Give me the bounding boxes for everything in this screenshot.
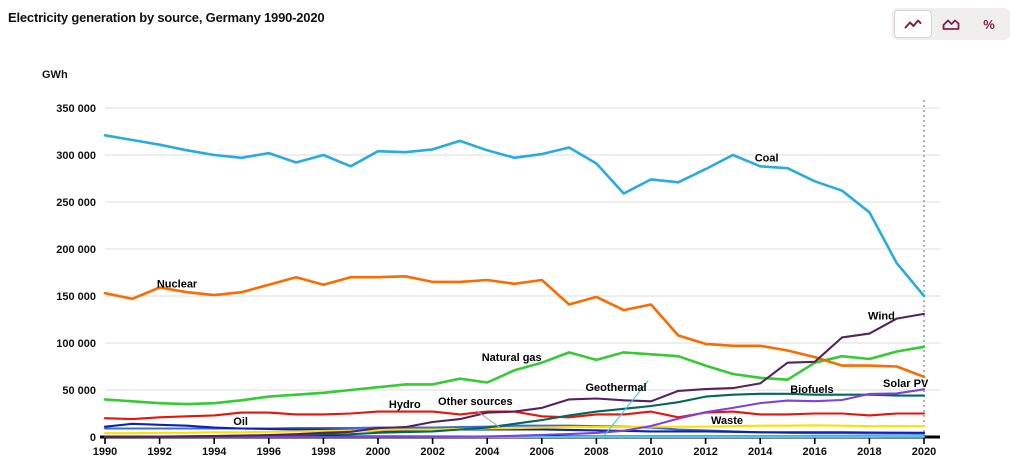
svg-text:0: 0 [90, 432, 96, 444]
svg-text:1992: 1992 [147, 446, 171, 458]
line-chart-icon [904, 17, 922, 31]
svg-text:Natural gas: Natural gas [482, 352, 542, 364]
svg-text:Coal: Coal [755, 153, 779, 165]
svg-text:2008: 2008 [584, 446, 608, 458]
svg-text:350 000: 350 000 [56, 103, 96, 115]
svg-text:1996: 1996 [257, 446, 281, 458]
svg-text:2016: 2016 [803, 446, 827, 458]
svg-text:Oil: Oil [233, 416, 248, 428]
svg-text:Biofuels: Biofuels [790, 384, 833, 396]
page-title: Electricity generation by source, German… [8, 10, 325, 25]
svg-text:Wind: Wind [868, 311, 895, 323]
svg-text:2004: 2004 [475, 446, 500, 458]
svg-text:Other sources: Other sources [438, 396, 513, 408]
area-chart-toggle-button[interactable] [932, 10, 970, 38]
percent-toggle-button[interactable]: % [970, 10, 1008, 38]
svg-text:300 000: 300 000 [56, 150, 96, 162]
svg-text:Solar PV: Solar PV [883, 378, 929, 390]
svg-text:Hydro: Hydro [389, 399, 421, 411]
svg-text:50 000: 50 000 [62, 385, 96, 397]
svg-text:1998: 1998 [311, 446, 335, 458]
line-chart-toggle-button[interactable] [894, 10, 932, 38]
svg-text:Waste: Waste [711, 415, 743, 427]
svg-text:Geothermal: Geothermal [585, 382, 646, 394]
svg-text:2020: 2020 [912, 446, 936, 458]
svg-text:100 000: 100 000 [56, 338, 96, 350]
percent-icon: % [983, 16, 995, 32]
svg-text:Nuclear: Nuclear [157, 279, 198, 291]
chart-type-toggle: % [892, 8, 1010, 40]
area-chart-icon [942, 17, 960, 31]
svg-text:1994: 1994 [202, 446, 227, 458]
svg-text:150 000: 150 000 [56, 291, 96, 303]
svg-text:GWh: GWh [42, 69, 68, 81]
svg-text:2014: 2014 [748, 446, 773, 458]
svg-text:2002: 2002 [420, 446, 444, 458]
svg-text:2012: 2012 [693, 446, 717, 458]
svg-text:200 000: 200 000 [56, 244, 96, 256]
svg-text:2000: 2000 [366, 446, 390, 458]
svg-text:2018: 2018 [857, 446, 881, 458]
svg-text:2006: 2006 [530, 446, 554, 458]
svg-text:2010: 2010 [639, 446, 663, 458]
svg-text:1990: 1990 [93, 446, 117, 458]
svg-text:250 000: 250 000 [56, 197, 96, 209]
